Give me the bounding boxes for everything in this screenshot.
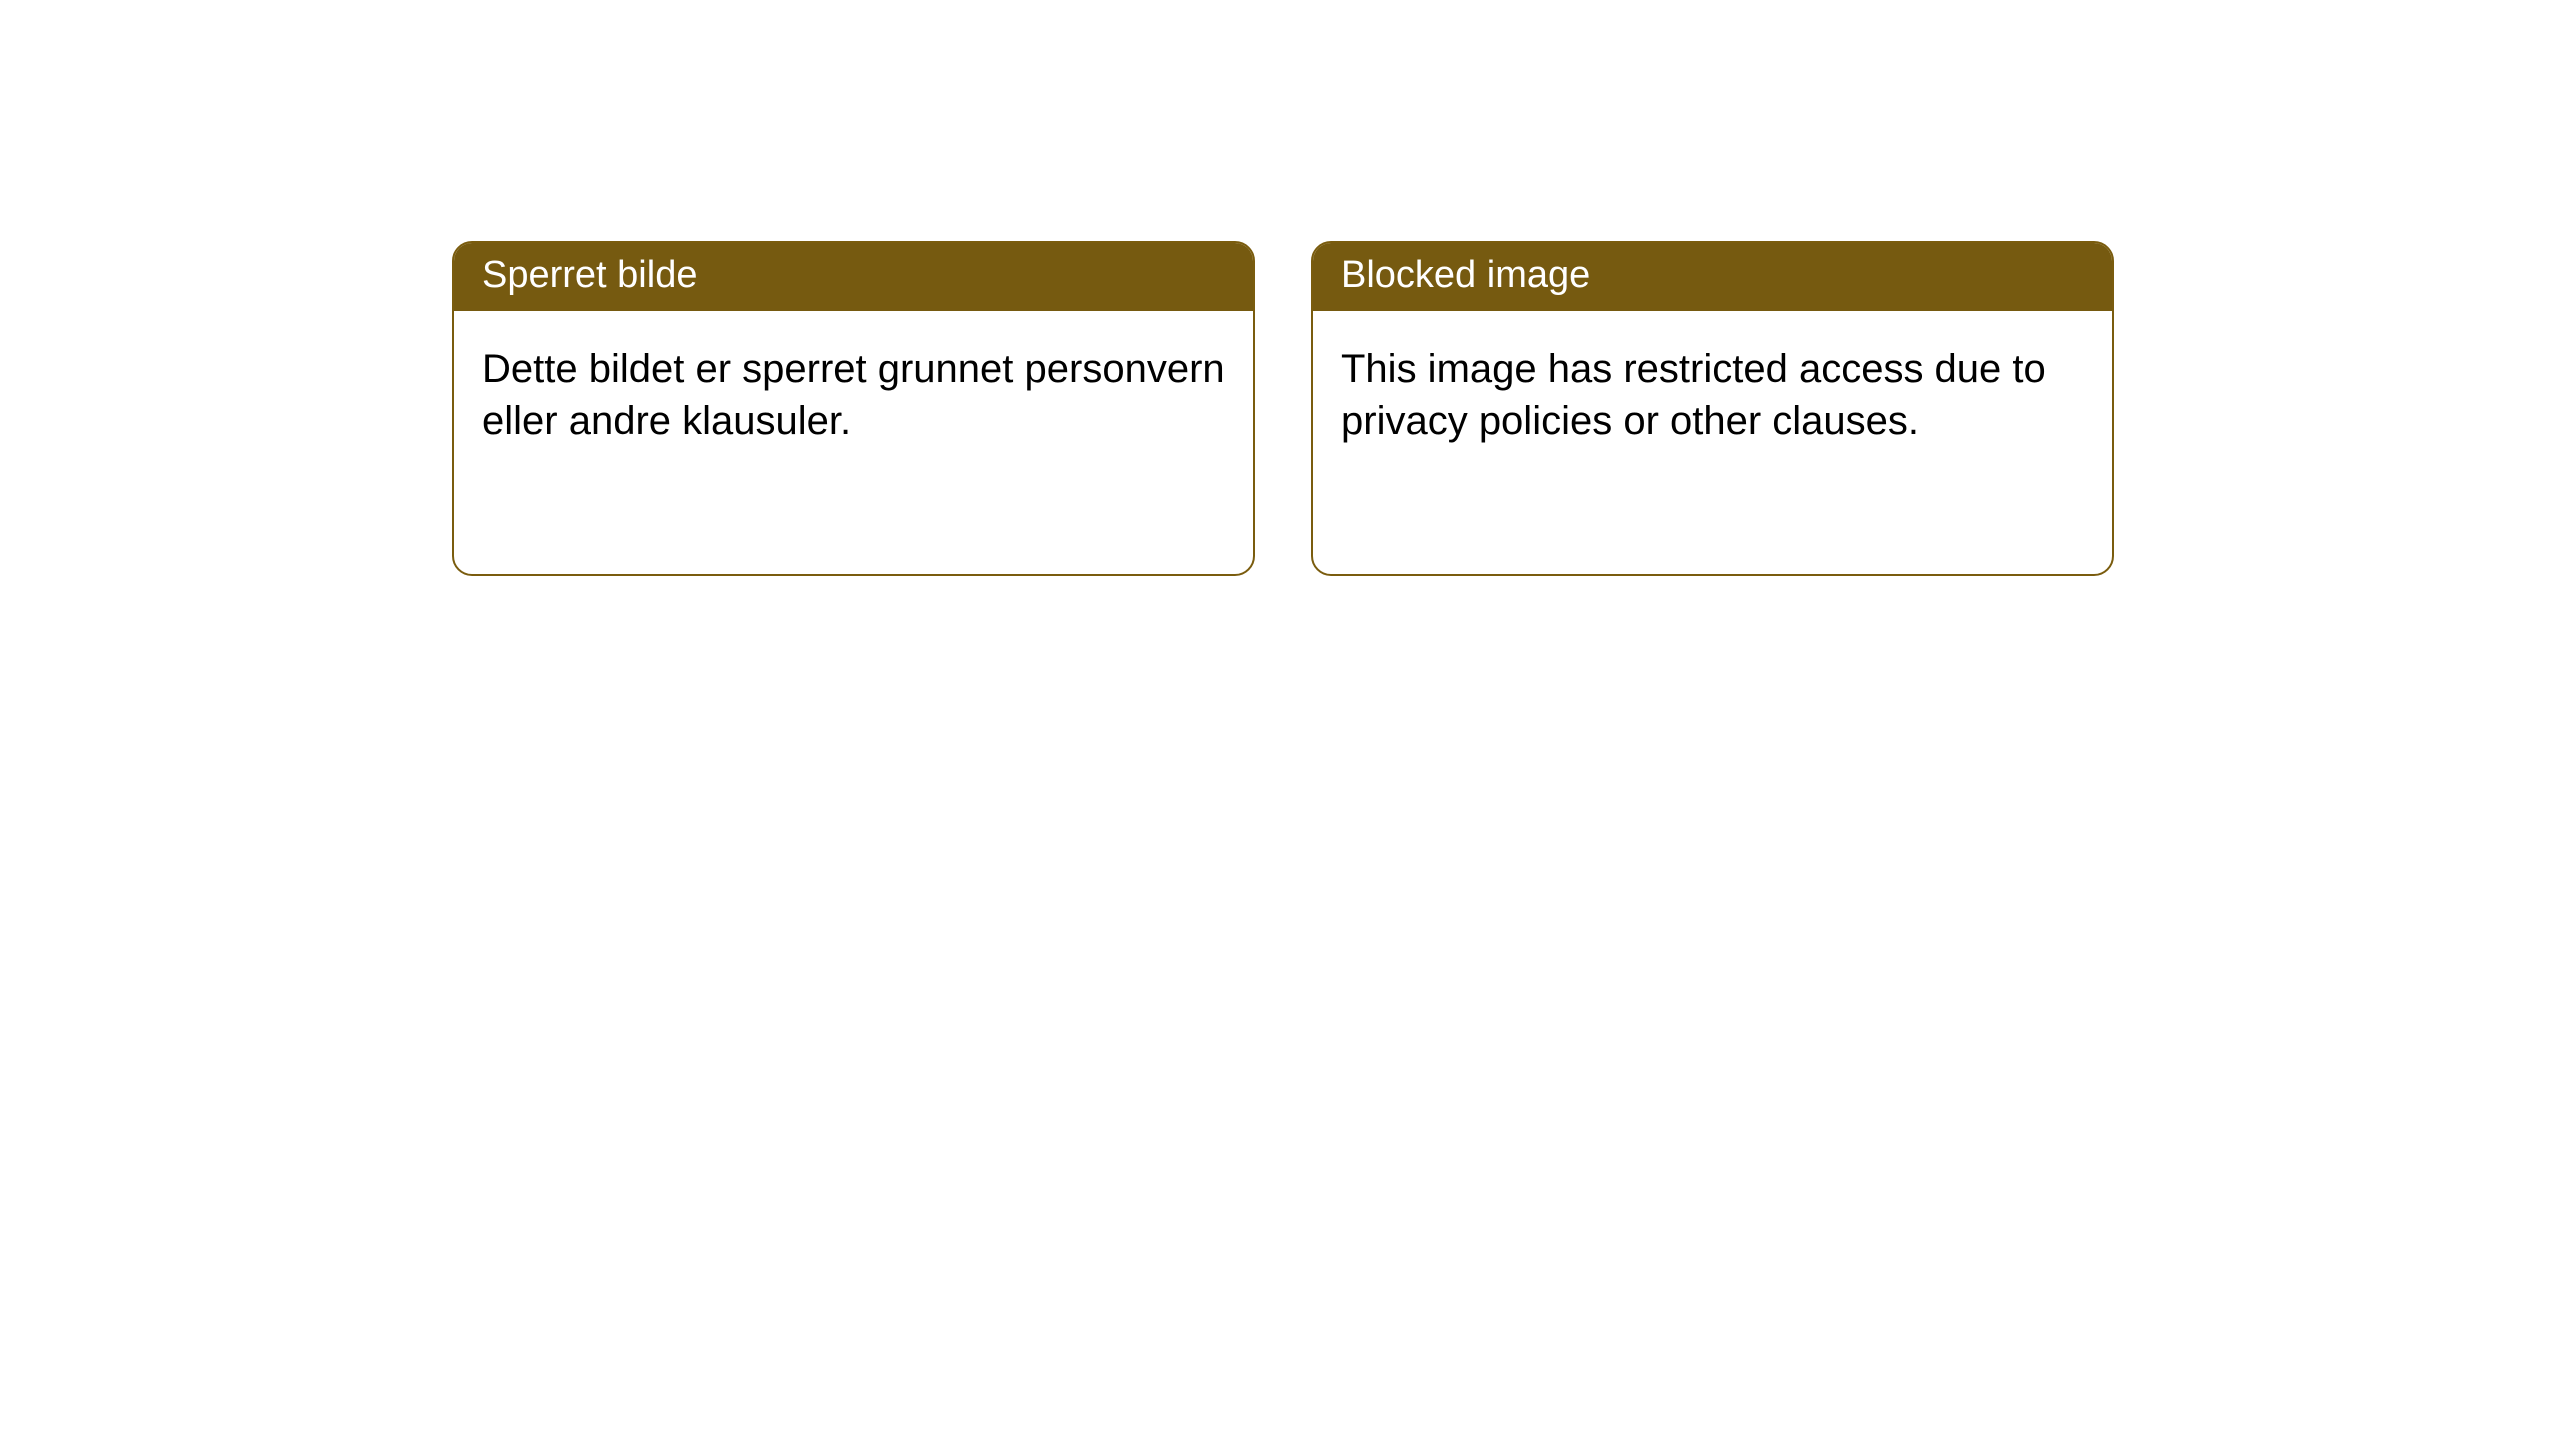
card-body-text: Dette bildet er sperret grunnet personve… [482, 347, 1225, 443]
card-title: Sperret bilde [482, 254, 697, 296]
card-body: Dette bildet er sperret grunnet personve… [454, 311, 1253, 479]
card-header: Blocked image [1313, 243, 2112, 311]
card-body-text: This image has restricted access due to … [1341, 347, 2046, 443]
card-body: This image has restricted access due to … [1313, 311, 2112, 479]
cards-container: Sperret bilde Dette bildet er sperret gr… [452, 241, 2114, 576]
card-header: Sperret bilde [454, 243, 1253, 311]
blocked-image-card-english: Blocked image This image has restricted … [1311, 241, 2114, 576]
blocked-image-card-norwegian: Sperret bilde Dette bildet er sperret gr… [452, 241, 1255, 576]
card-title: Blocked image [1341, 254, 1590, 296]
